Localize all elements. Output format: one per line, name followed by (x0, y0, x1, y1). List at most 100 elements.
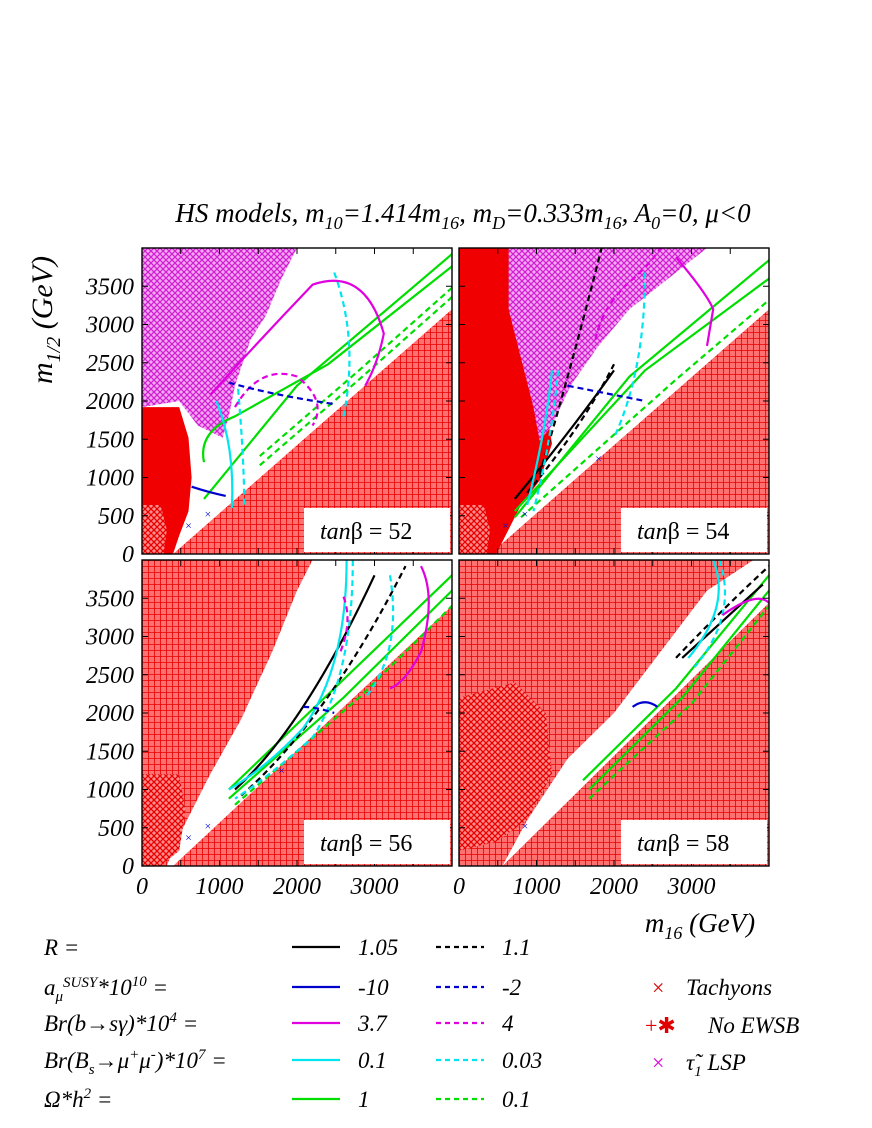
lbl-sub: 1 (694, 1064, 702, 1080)
y-tick-label: 2000 (86, 701, 134, 727)
annotation-value: β = 56 (351, 831, 413, 857)
annotation-text: tanβ = 56 (320, 831, 412, 857)
no-ewsb-marker-symbol: +✱ (645, 1013, 676, 1038)
tachyon-point: × (521, 507, 528, 521)
legend-R-label: R = (43, 935, 79, 960)
lbl-sup: 4 (169, 1010, 177, 1026)
tachyon-marker-label: Tachyons (686, 975, 772, 1000)
contour-amu-solid (631, 701, 659, 708)
lbl: = (91, 1087, 112, 1112)
panel-annotation: tanβ = 58 (621, 820, 767, 864)
lbl-sup: 7 (198, 1047, 207, 1063)
annotation-tan: tan (637, 831, 668, 857)
lbl: Br(b→sγ)*10 (44, 1011, 170, 1036)
x-tick-label: 3000 (667, 874, 716, 900)
lbl: *10 (97, 975, 132, 1000)
y-tick-label: 3500 (85, 274, 134, 300)
legend-row-label: Br(b→sγ)*104 = (44, 1010, 198, 1036)
contour-omega-solid (588, 589, 769, 791)
lbl-sup: 10 (132, 974, 148, 990)
contour-omega-solid (203, 253, 452, 500)
xlabel-part: (GeV) (682, 908, 755, 938)
contour-bsmm-dash (333, 272, 351, 417)
x-tick-label: 2000 (590, 874, 638, 900)
lbl: →μ (95, 1048, 130, 1073)
annotation-box (621, 820, 767, 864)
contour-bsmm-solid (215, 400, 234, 509)
contour-bsmm-solid (526, 370, 554, 506)
y-axis-label: m1/2 (GeV) (26, 256, 65, 384)
contour-bsmm-solid (228, 560, 348, 791)
legend-row-label: Br(Bs→μ+μ-)*107 = (44, 1047, 227, 1078)
annotation-value: β = 58 (668, 831, 730, 857)
legend-solid-value: -10 (358, 975, 389, 1000)
panel-ticks (459, 560, 769, 866)
lbl: )*10 (154, 1048, 199, 1073)
panel-annotation: tanβ = 56 (304, 820, 450, 864)
stau-lsp-region (508, 248, 707, 441)
legend-lines: 1.05 1.1 -10 -2 3.7 4 0.1 0.03 1 0.1 (292, 935, 542, 1112)
annotation-box (304, 820, 450, 864)
annotation-value: β = 52 (351, 519, 413, 545)
tachyon-point: × (204, 819, 211, 833)
no-ewsb-marker-label: No EWSB (707, 1013, 799, 1038)
contour-omega-solid (582, 574, 769, 782)
contour-omega-dash (588, 605, 769, 800)
lbl: μ (138, 1048, 151, 1073)
xlabel-part: m (645, 908, 665, 938)
no-ewsb-region (459, 505, 490, 554)
panel-ticks (142, 248, 452, 554)
no-ewsb-region (459, 682, 552, 851)
lbl: = (205, 1048, 226, 1073)
title-sub: 16 (441, 213, 459, 233)
tachyon-point: × (204, 507, 211, 521)
stau-marker-label: τ̃1 LSP (686, 1050, 746, 1080)
contour-R-dash (240, 565, 407, 797)
contour-R-dash (538, 248, 603, 475)
panel-top-right: × × × tanβ = 54 (458, 247, 770, 555)
contour-amu-solid (191, 485, 226, 497)
lbl: LSP (702, 1050, 746, 1075)
annotation-box (621, 508, 767, 552)
excluded-region-left (459, 248, 552, 554)
annotation-text: tanβ = 52 (320, 519, 412, 545)
contour-R-dash (526, 363, 615, 494)
legend-dashed-value: 0.1 (502, 1087, 531, 1112)
title-sub: 10 (325, 213, 343, 233)
lbl-sup: SUSY (63, 975, 99, 991)
legend-solid-value: 3.7 (357, 1011, 388, 1036)
lbl: a (44, 975, 56, 1000)
y-tick-label: 1000 (86, 466, 134, 492)
tachyon-point: × (502, 519, 509, 533)
y-tick-label: 1500 (86, 427, 134, 453)
lbl: = (177, 1011, 198, 1036)
x-axis-label: m16 (GeV) (645, 908, 755, 943)
legend-dashed-value: 1.1 (502, 935, 531, 960)
x-tick-label: 1000 (196, 874, 244, 900)
contour-bsg-solid (389, 565, 430, 690)
y-tick-label: 1500 (86, 739, 134, 765)
lbl: Br(B (44, 1048, 89, 1073)
legend-solid-value: 1 (358, 1087, 370, 1112)
title-part: =1.414m (343, 198, 441, 228)
contour-omega-solid (202, 265, 452, 463)
y-tick-label: 500 (98, 816, 134, 842)
no-ewsb-region (142, 774, 186, 866)
lbl-sup: 2 (84, 1086, 92, 1102)
contour-bsmm-solid (687, 560, 720, 659)
y-tick-label: 0 (122, 854, 134, 880)
legend-row-label: R = (43, 935, 79, 960)
contour-omega-solid (513, 277, 769, 512)
ylabel-part: (GeV) (26, 256, 59, 337)
y-tick-label: 0 (122, 542, 134, 568)
legend-dashed-value: 4 (502, 1011, 514, 1036)
y-tick-label: 2500 (86, 663, 134, 689)
contour-omega-dash (259, 286, 452, 457)
annotation-value: β = 54 (668, 519, 730, 545)
y-tick-label: 2000 (86, 389, 134, 415)
contour-omega-solid (228, 589, 452, 800)
y-tick-label: 2500 (86, 351, 134, 377)
x-tick-label: 3000 (350, 874, 399, 900)
tachyon-marker-symbol: × (652, 975, 664, 1000)
